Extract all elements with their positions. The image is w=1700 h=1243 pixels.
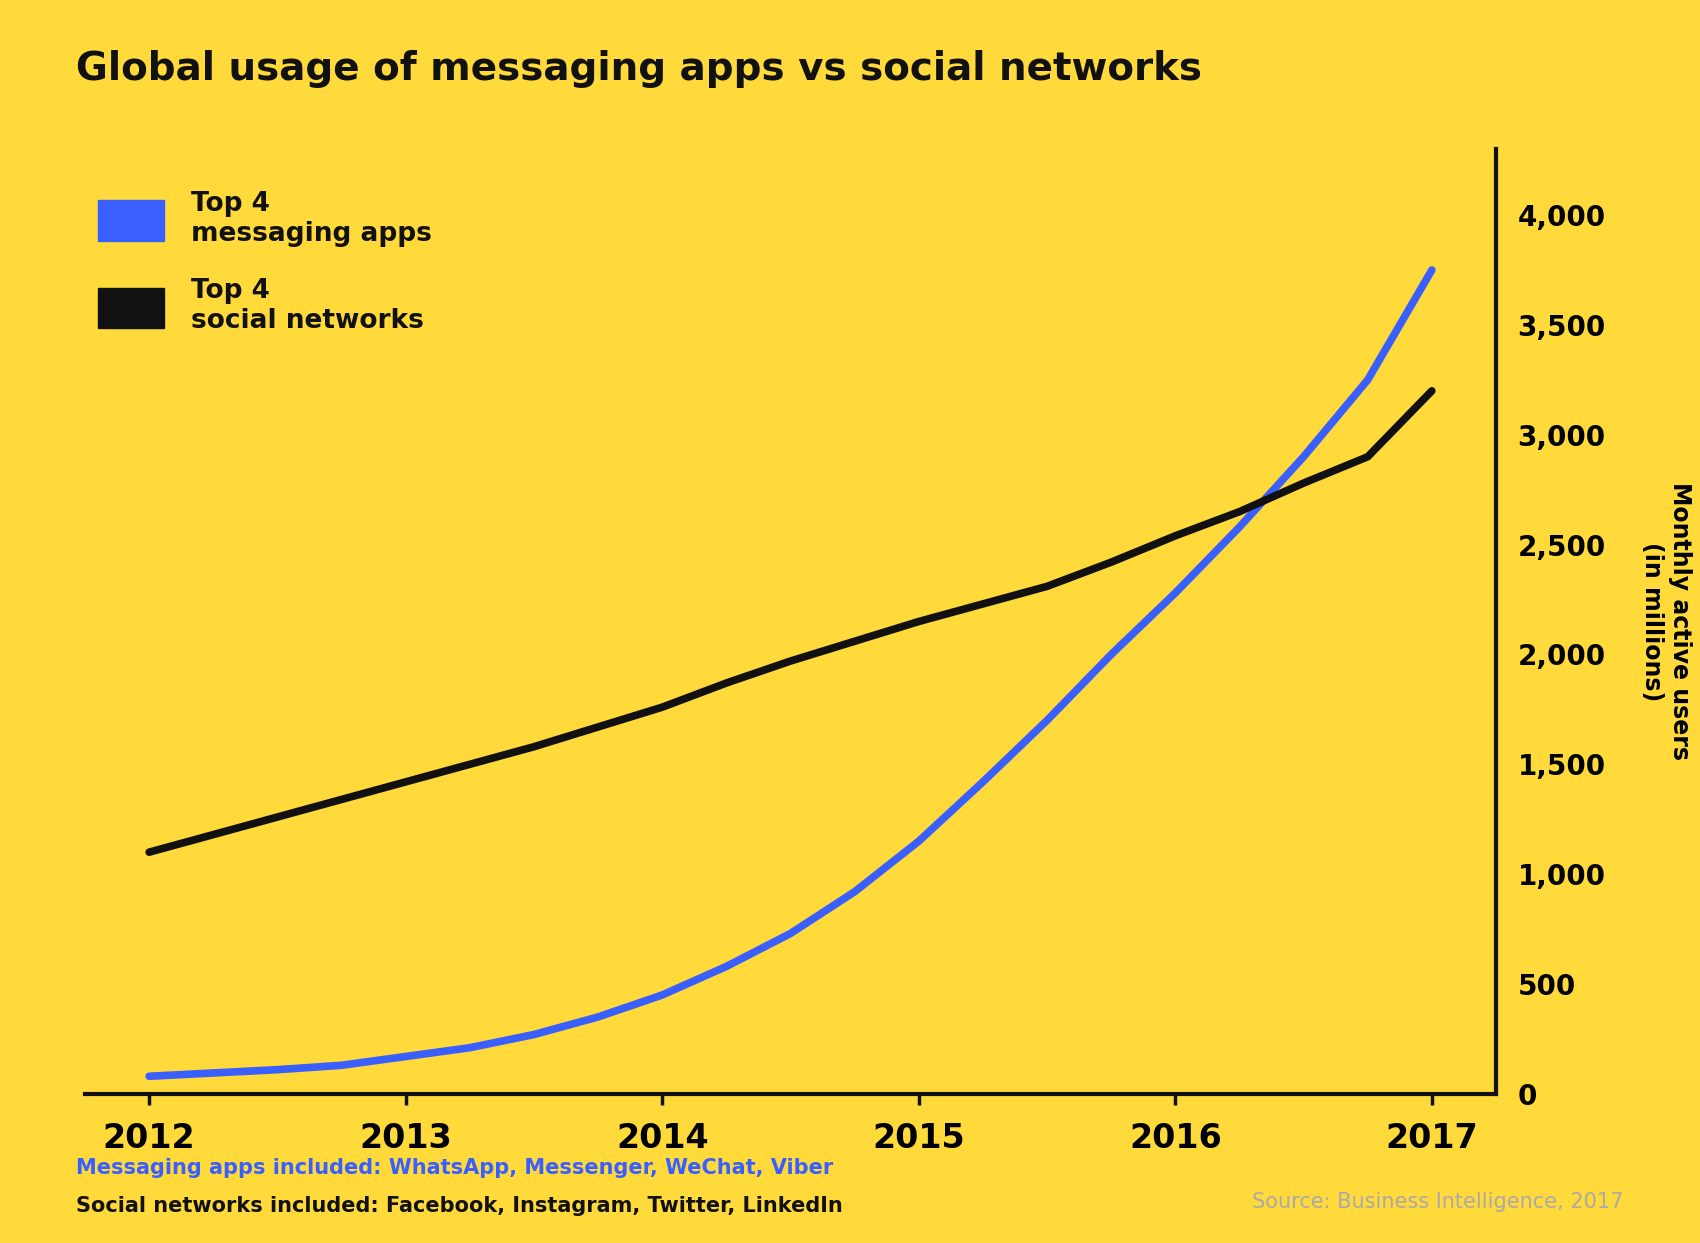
Text: Social networks included: Facebook, Instagram, Twitter, LinkedIn: Social networks included: Facebook, Inst… xyxy=(76,1196,843,1216)
Text: Source: Business Intelligence, 2017: Source: Business Intelligence, 2017 xyxy=(1253,1192,1624,1212)
Text: Messaging apps included: WhatsApp, Messenger, WeChat, Viber: Messaging apps included: WhatsApp, Messe… xyxy=(76,1158,833,1178)
Y-axis label: Monthly active users
(in millions): Monthly active users (in millions) xyxy=(1640,482,1692,761)
Legend: Top 4
messaging apps, Top 4
social networks: Top 4 messaging apps, Top 4 social netwo… xyxy=(99,190,432,334)
Text: Global usage of messaging apps vs social networks: Global usage of messaging apps vs social… xyxy=(76,50,1202,88)
